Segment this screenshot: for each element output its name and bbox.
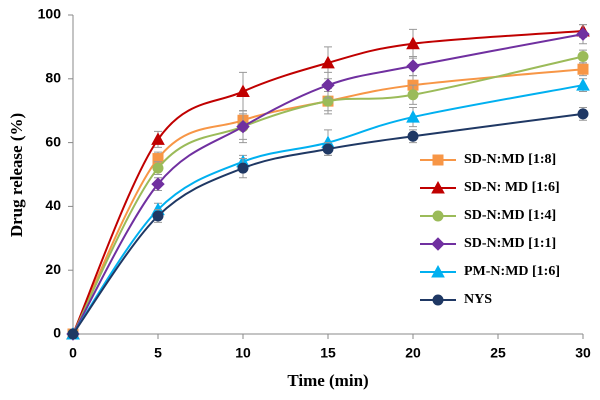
- data-point: [152, 162, 164, 174]
- data-point: [576, 27, 590, 41]
- legend-marker: [432, 210, 444, 222]
- y-tick-label: 0: [53, 325, 61, 341]
- data-point: [152, 210, 164, 222]
- legend-label: SD-N: MD [1:6]: [464, 180, 560, 195]
- legend-marker: [432, 294, 444, 306]
- legend-marker: [431, 237, 445, 251]
- series-line: [72, 68, 584, 335]
- data-point: [322, 143, 334, 155]
- y-tick-label: 100: [38, 6, 62, 22]
- data-point: [406, 36, 420, 50]
- series-line: [72, 29, 584, 335]
- x-tick-label: 5: [154, 345, 162, 361]
- y-tick-label: 60: [45, 133, 61, 149]
- data-point: [321, 78, 335, 92]
- data-point: [406, 110, 420, 123]
- x-tick-label: 0: [69, 345, 77, 361]
- legend-marker: [431, 264, 445, 278]
- legend-label: PM-N:MD [1:6]: [464, 264, 560, 279]
- x-tick-label: 30: [575, 345, 591, 361]
- data-point: [237, 162, 249, 174]
- data-point: [151, 177, 165, 191]
- data-point: [406, 59, 420, 73]
- series-line: [72, 33, 584, 335]
- series-line: [72, 55, 584, 335]
- legend-label: SD-N:MD [1:1]: [464, 236, 556, 251]
- legend-label: SD-N:MD [1:8]: [464, 152, 556, 167]
- x-tick-label: 20: [405, 345, 421, 361]
- data-point: [407, 89, 419, 101]
- x-tick-label: 10: [235, 345, 251, 361]
- data-point: [321, 55, 335, 69]
- x-tick-label: 15: [320, 345, 336, 361]
- y-tick-label: 20: [45, 261, 61, 277]
- data-point: [577, 50, 589, 62]
- legend-label: SD-N:MD [1:4]: [464, 208, 556, 223]
- series-line: [72, 84, 584, 335]
- y-tick-label: 40: [45, 197, 61, 213]
- x-axis-label: Time (min): [287, 371, 368, 390]
- data-point: [576, 78, 590, 91]
- data-point: [236, 119, 250, 134]
- data-point: [236, 84, 250, 98]
- data-point: [577, 63, 589, 75]
- data-point: [151, 132, 165, 145]
- y-tick-label: 80: [45, 70, 61, 86]
- legend-marker: [431, 180, 445, 194]
- x-tick-label: 25: [490, 345, 506, 361]
- legend-label: NYS: [464, 292, 492, 307]
- data-point: [407, 130, 419, 142]
- series-line: [72, 112, 584, 335]
- data-point: [577, 108, 589, 120]
- data-point: [67, 328, 79, 340]
- y-axis-label: Drug release (%): [7, 113, 26, 237]
- legend-marker: [432, 154, 444, 166]
